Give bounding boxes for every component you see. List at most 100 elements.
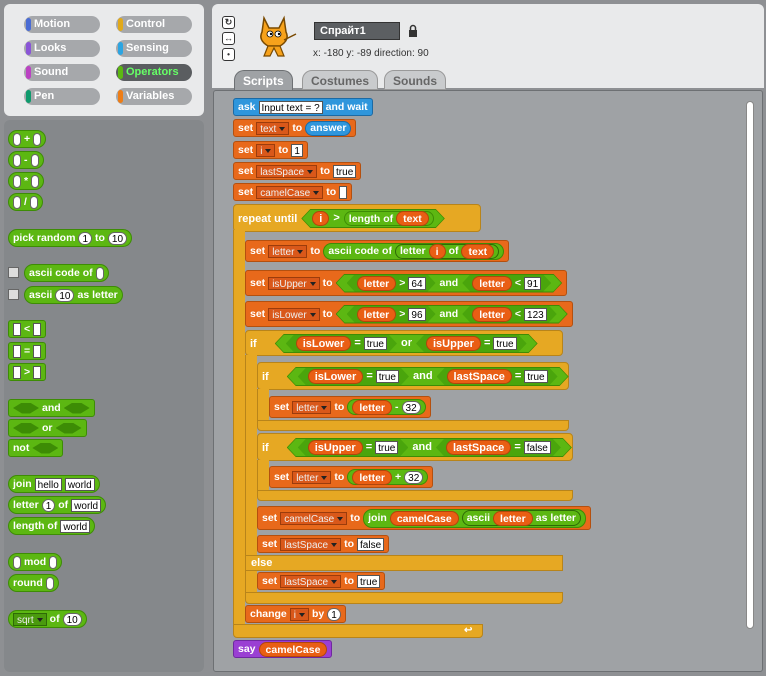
length-of-block[interactable]: length of world	[8, 517, 96, 535]
letter-reporter[interactable]: letter	[352, 469, 393, 485]
value-input[interactable]: 32	[404, 470, 424, 484]
i-reporter[interactable]: i	[428, 243, 446, 259]
length-text-input[interactable]: world	[60, 519, 91, 533]
add-reporter[interactable]: letter +32	[347, 469, 429, 485]
checkbox-icon[interactable]	[8, 267, 19, 278]
and-condition[interactable]: isLower = true and lastSpace = true	[288, 368, 568, 385]
set-islower-block[interactable]: set isLower to letter >96 and letter <123	[245, 301, 573, 327]
value-input[interactable]: 32	[401, 400, 421, 414]
round-block[interactable]: round	[8, 574, 59, 592]
or-b[interactable]	[56, 423, 82, 434]
eq-condition[interactable]: isLower = true	[298, 368, 409, 385]
value-input[interactable]: 91	[524, 277, 541, 290]
ascii-letter-checkbox[interactable]	[8, 289, 22, 303]
subtract-reporter[interactable]: letter -32	[347, 399, 426, 415]
variable-dropdown[interactable]: lastSpace	[256, 164, 318, 178]
set-lastspace-block[interactable]: set lastSpace to true	[233, 162, 362, 180]
join-block[interactable]: join hello world	[8, 475, 100, 493]
value-input[interactable]: true	[333, 164, 357, 178]
sqrt-input[interactable]: 10	[62, 612, 82, 626]
ascii-as-letter-reporter[interactable]: ascii letter as letter	[461, 510, 582, 526]
variable-dropdown[interactable]: text	[256, 121, 290, 135]
ask-block[interactable]: ask Input text = ? and wait	[233, 98, 373, 116]
mul-b[interactable]	[31, 174, 40, 188]
eq-condition[interactable]: isUpper = true	[416, 335, 527, 352]
or-a[interactable]	[13, 423, 39, 434]
category-sound[interactable]: Sound	[24, 64, 100, 81]
pick-b-input[interactable]: 10	[107, 231, 128, 245]
greater-than-block[interactable]: >	[8, 363, 47, 381]
value-input[interactable]: 123	[524, 308, 547, 321]
category-motion[interactable]: Motion	[24, 16, 100, 33]
lt-a[interactable]	[13, 322, 21, 336]
camelcase-reporter[interactable]: camelCase	[258, 641, 328, 657]
value-input[interactable]: true	[376, 370, 399, 383]
lt-condition[interactable]: letter <91	[462, 275, 551, 292]
camelcase-reporter[interactable]: camelCase	[389, 510, 459, 526]
eq-condition[interactable]: lastSpace = true	[437, 368, 558, 385]
variable-dropdown[interactable]: letter	[268, 244, 308, 258]
tab-scripts[interactable]: Scripts	[234, 70, 293, 90]
variable-dropdown[interactable]: letter	[292, 400, 332, 414]
eq-b[interactable]	[33, 344, 42, 358]
value-input[interactable]	[339, 185, 348, 199]
sqrt-block[interactable]: sqrt of 10	[8, 610, 87, 628]
add-b[interactable]	[33, 132, 42, 146]
checkbox-icon[interactable]	[8, 289, 19, 300]
variable-dropdown[interactable]: camelCase	[256, 185, 324, 199]
set-letter-minus-block[interactable]: set letter to letter -32	[269, 396, 431, 418]
flip-style-icon[interactable]: ↔	[222, 32, 235, 45]
and-b[interactable]	[64, 403, 90, 414]
value-input[interactable]: 96	[408, 308, 425, 321]
eq-condition[interactable]: lastSpace = false	[436, 439, 561, 456]
pick-random-block[interactable]: pick random 1 to 10	[8, 229, 133, 247]
change-i-block[interactable]: change i by 1	[245, 605, 346, 623]
i-reporter[interactable]: i	[312, 211, 329, 226]
text-reporter[interactable]: text	[461, 243, 495, 259]
set-letter-plus-block[interactable]: set letter to letter +32	[269, 466, 434, 488]
multiply-block[interactable]: *	[8, 172, 45, 190]
set-i-block[interactable]: set i to 1	[233, 141, 308, 159]
value-input[interactable]: 1	[291, 143, 303, 157]
value-input[interactable]: 1	[327, 607, 341, 621]
length-of-reporter[interactable]: length of text	[344, 211, 434, 226]
letter-of-block[interactable]: letter 1 of world	[8, 496, 107, 514]
ascii-letter-input[interactable]: 10	[55, 288, 75, 302]
ascii-code-of-block[interactable]: ascii code of	[24, 264, 109, 282]
variable-dropdown[interactable]: lastSpace	[280, 574, 342, 588]
vertical-scrollbar[interactable]	[746, 101, 754, 629]
category-operators[interactable]: Operators	[116, 64, 192, 81]
mod-a[interactable]	[13, 555, 21, 569]
category-looks[interactable]: Looks	[24, 40, 100, 57]
and-condition[interactable]: letter >96 and letter <123	[337, 306, 567, 323]
category-pen[interactable]: Pen	[24, 88, 100, 105]
sub-a[interactable]	[13, 153, 21, 167]
less-than-block[interactable]: <	[8, 320, 47, 338]
value-input[interactable]: true	[375, 441, 398, 454]
variable-dropdown[interactable]: i	[256, 143, 276, 157]
eq-condition[interactable]: isUpper = true	[298, 439, 409, 456]
join-b-input[interactable]: world	[64, 477, 95, 491]
eq-condition[interactable]: isLower = true	[286, 335, 397, 352]
value-input[interactable]: false	[524, 441, 551, 454]
isupper-reporter[interactable]: isUpper	[426, 336, 481, 351]
sprite-thumbnail-icon[interactable]	[250, 14, 298, 60]
sprite-name-field[interactable]: Спрайт1	[314, 22, 400, 40]
math-function-dropdown[interactable]: sqrt	[13, 612, 47, 626]
sub-b[interactable]	[30, 153, 39, 167]
variable-dropdown[interactable]: camelCase	[280, 511, 348, 525]
letter-reporter[interactable]: letter	[352, 399, 393, 415]
round-input[interactable]	[45, 576, 54, 590]
gt-b[interactable]	[33, 365, 42, 379]
set-isupper-block[interactable]: set isUpper to letter >64 and letter <91	[245, 270, 568, 296]
letter-reporter[interactable]: letter	[493, 510, 533, 526]
subtract-block[interactable]: -	[8, 151, 44, 169]
rotate-style-icon[interactable]: ↻	[222, 16, 235, 29]
value-input[interactable]: true	[364, 337, 387, 350]
eq-a[interactable]	[13, 344, 21, 358]
pick-a-input[interactable]: 1	[78, 231, 92, 245]
gt-a[interactable]	[13, 365, 21, 379]
category-variables[interactable]: Variables	[116, 88, 192, 105]
letter-of-reporter[interactable]: letter i of text	[394, 243, 500, 259]
tab-sounds[interactable]: Sounds	[384, 70, 446, 90]
